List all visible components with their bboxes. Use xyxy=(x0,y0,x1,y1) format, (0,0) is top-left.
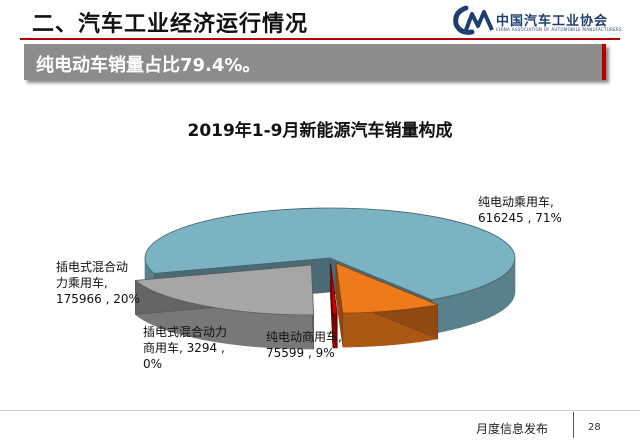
footer-divider xyxy=(0,410,640,411)
slice-label-line: 插电式混合动力 xyxy=(143,325,228,339)
page-number: 28 xyxy=(588,422,601,433)
summary-banner: 纯电动车销量占比79.4%。 xyxy=(24,44,606,80)
banner-text: 纯电动车销量占比79.4%。 xyxy=(36,55,261,76)
banner-accent xyxy=(602,44,606,80)
slice-label-line: 商用车, 3294 , xyxy=(143,341,225,355)
slice-label: 纯电动商用车, 75599 , 9% xyxy=(266,329,342,361)
caam-logo-mark xyxy=(453,5,494,35)
slice-label-line: 75599 , 9% xyxy=(266,346,335,360)
pie-slice-纯电动商用车 xyxy=(335,262,440,348)
footer-separator xyxy=(573,412,574,438)
slide-title: 二、汽车工业经济运行情况 xyxy=(32,12,309,37)
slice-label-line: 0% xyxy=(143,357,163,371)
pie-slice-插电式混合动力商用车 xyxy=(330,263,338,349)
slice-label-line: 纯电动乘用车, xyxy=(478,195,554,209)
logo-name: 中国汽车工业协会 xyxy=(496,14,609,29)
slice-label-line: 力乘用车, xyxy=(56,276,108,290)
slice-label: 插电式混合动 力乘用车, 175966 , 20% xyxy=(56,259,140,307)
logo-subtitle: CHINA ASSOCIATION OF AUTOMOBILE MANUFACT… xyxy=(496,27,622,32)
slice-label: 纯电动乘用车, 616245 , 71% xyxy=(478,194,562,226)
slice-label-line: 616245 , 71% xyxy=(478,211,562,225)
slice-label-line: 插电式混合动 xyxy=(56,260,129,274)
slice-label: 插电式混合动力 商用车, 3294 , 0% xyxy=(143,324,227,372)
pie-slice-插电式混合动力乘用车 xyxy=(134,264,315,350)
caam-logo: 中国汽车工业协会 CHINA ASSOCIATION OF AUTOMOBILE… xyxy=(452,4,622,40)
chart-title: 2019年1-9月新能源汽车销量构成 xyxy=(187,121,453,141)
slice-label-line: 175966 , 20% xyxy=(56,292,140,306)
title-divider xyxy=(20,38,620,40)
slice-label-line: 纯电动商用车, xyxy=(266,330,342,344)
footer-label: 月度信息发布 xyxy=(476,422,549,436)
